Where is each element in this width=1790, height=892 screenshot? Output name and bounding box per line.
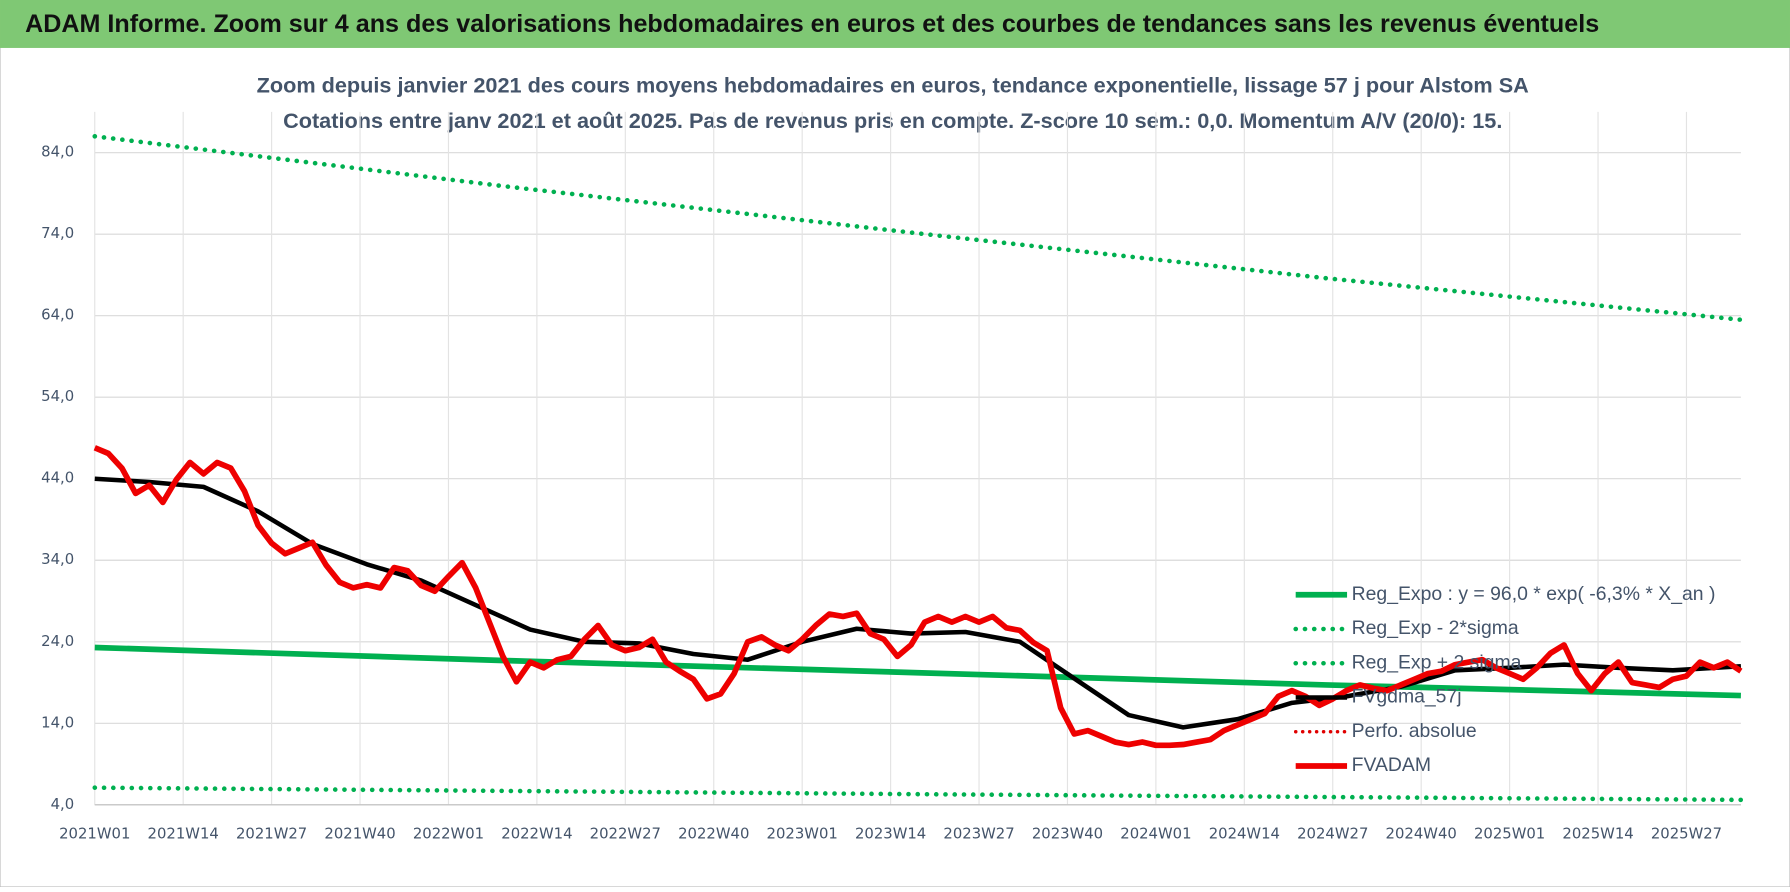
y-tick-label: 74,0 — [41, 225, 74, 242]
chart-title: Zoom depuis janvier 2021 des cours moyen… — [257, 72, 1530, 97]
legend-label: Perfo. absolue — [1352, 720, 1477, 742]
y-tick-label: 44,0 — [41, 470, 74, 487]
y-tick-label: 84,0 — [41, 144, 74, 161]
legend-label: Reg_Exp - 2*sigma — [1352, 617, 1519, 639]
series-line — [92, 134, 1744, 323]
series-line — [93, 445, 1743, 749]
x-tick-label: 2021W40 — [324, 825, 395, 842]
y-tick-label: 34,0 — [41, 551, 74, 568]
y-tick-label: 24,0 — [41, 633, 74, 650]
x-tick-label: 2021W14 — [148, 825, 219, 842]
series-line — [94, 476, 1742, 730]
x-tick-label: 2023W27 — [943, 825, 1014, 842]
x-tick-label: 2025W14 — [1562, 825, 1633, 842]
legend-label: FVgdma_57j — [1352, 686, 1462, 708]
x-tick-label: 2023W14 — [855, 825, 926, 842]
x-tick-label: 2021W01 — [59, 825, 130, 842]
legend-label: Reg_Exp + 2 sigma — [1352, 651, 1522, 673]
chart-subtitle: Cotations entre janv 2021 et août 2025. … — [283, 108, 1502, 133]
x-tick-label: 2024W40 — [1386, 825, 1457, 842]
x-tick-label: 2023W01 — [767, 825, 838, 842]
series-line — [92, 785, 1744, 803]
x-tick-label: 2024W01 — [1120, 825, 1191, 842]
x-tick-label: 2022W14 — [501, 825, 572, 842]
x-tick-label: 2023W40 — [1032, 825, 1103, 842]
y-tick-label: 64,0 — [41, 307, 74, 324]
x-tick-label: 2025W27 — [1651, 825, 1722, 842]
y-tick-label: 54,0 — [41, 388, 74, 405]
x-tick-label: 2024W14 — [1209, 825, 1280, 842]
x-tick-label: 2021W27 — [236, 825, 307, 842]
x-tick-label: 2024W27 — [1297, 825, 1368, 842]
legend-label: Reg_Expo : y = 96,0 * exp( -6,3% * X_an … — [1352, 583, 1716, 605]
x-tick-label: 2025W01 — [1474, 825, 1545, 842]
header-title: ADAM Informe. Zoom sur 4 ans des valoris… — [25, 10, 1599, 38]
y-tick-label: 4,0 — [51, 796, 75, 813]
series-line — [94, 644, 1741, 699]
x-tick-label: 2022W40 — [678, 825, 749, 842]
x-tick-label: 2022W27 — [590, 825, 661, 842]
x-tick-label: 2022W01 — [413, 825, 484, 842]
y-tick-label: 14,0 — [41, 714, 74, 731]
header-band — [0, 0, 1790, 48]
legend-label: FVADAM — [1352, 754, 1431, 776]
